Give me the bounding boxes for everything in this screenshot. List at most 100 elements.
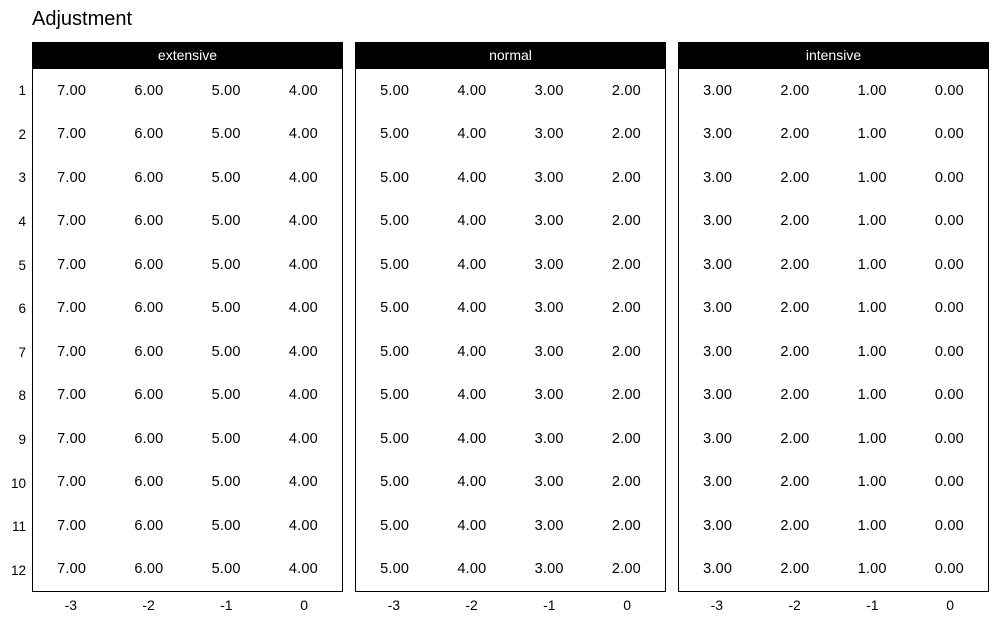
value-cell: 1.00 — [857, 387, 887, 404]
value-cell: 2.00 — [780, 387, 810, 404]
value-cell: 6.00 — [134, 343, 164, 360]
value-cell: 5.00 — [211, 300, 241, 317]
value-cell: 1.00 — [857, 561, 887, 578]
value-cell: 7.00 — [57, 82, 87, 99]
value-cell: 4.00 — [457, 82, 487, 99]
value-cell: 1.00 — [857, 430, 887, 447]
value-cell: 2.00 — [780, 213, 810, 230]
value-cell: 1.00 — [857, 517, 887, 534]
value-cell: 4.00 — [457, 517, 487, 534]
value-cell: 5.00 — [211, 213, 241, 230]
value-cell: 3.00 — [703, 387, 733, 404]
value-cell: 2.00 — [611, 343, 641, 360]
value-cell: 4.00 — [288, 126, 318, 143]
y-tick-label: 3 — [18, 170, 26, 186]
y-tick-label: 1 — [18, 83, 26, 99]
value-cell: 3.00 — [534, 343, 564, 360]
value-cell: 3.00 — [534, 256, 564, 273]
x-tick-label: 0 — [623, 597, 632, 613]
value-cell: 5.00 — [211, 343, 241, 360]
value-cell: 6.00 — [134, 169, 164, 186]
value-cell: 3.00 — [703, 169, 733, 186]
x-tick-label: -2 — [465, 597, 478, 613]
value-cell: 1.00 — [857, 343, 887, 360]
value-cell: 3.00 — [703, 474, 733, 491]
value-cell: 6.00 — [134, 126, 164, 143]
panel-extensive: extensive 7.00 6.00 5.00 4.00 7.00 6.00 5.00 4.0… — [32, 42, 343, 617]
chart-title: Adjustment — [32, 8, 133, 30]
value-cell: 6.00 — [134, 300, 164, 317]
value-cell: 2.00 — [611, 213, 641, 230]
panel-title: normal — [355, 42, 666, 68]
value-cell: 4.00 — [457, 387, 487, 404]
value-cell: 3.00 — [534, 169, 564, 186]
value-cell: 4.00 — [288, 387, 318, 404]
y-tick-label: 2 — [18, 126, 26, 142]
value-cell: 7.00 — [57, 430, 87, 447]
value-cell: 2.00 — [611, 82, 641, 99]
value-cell: 4.00 — [457, 169, 487, 186]
value-cell: 3.00 — [703, 82, 733, 99]
value-cell: 0.00 — [934, 517, 964, 534]
value-cell: 1.00 — [857, 126, 887, 143]
value-cell: 5.00 — [380, 169, 410, 186]
value-cell: 2.00 — [780, 126, 810, 143]
value-cell: 7.00 — [57, 474, 87, 491]
value-cell: 1.00 — [857, 82, 887, 99]
value-cell: 5.00 — [380, 82, 410, 99]
value-cell: 3.00 — [703, 517, 733, 534]
y-tick-label: 10 — [10, 475, 26, 491]
value-cell: 6.00 — [134, 213, 164, 230]
value-cell: 7.00 — [57, 169, 87, 186]
value-cell: 1.00 — [857, 300, 887, 317]
value-cell: 5.00 — [211, 387, 241, 404]
x-tick-label: 0 — [300, 597, 309, 613]
value-cell: 0.00 — [934, 474, 964, 491]
y-tick-label: 6 — [18, 301, 26, 317]
value-cell: 5.00 — [211, 256, 241, 273]
value-cell: 2.00 — [611, 561, 641, 578]
panel-title: intensive — [678, 42, 989, 68]
value-cell: 2.00 — [780, 300, 810, 317]
value-cell: 6.00 — [134, 256, 164, 273]
panel-normal: normal 5.00 4.00 3.00 2.00 5.00 4.00 3.00 2.00 5.… — [355, 42, 666, 617]
value-cell: 4.00 — [457, 126, 487, 143]
x-tick-label: -3 — [387, 597, 401, 613]
value-cell: 1.00 — [857, 169, 887, 186]
x-tick-label: -1 — [543, 597, 556, 613]
value-cell: 7.00 — [57, 213, 87, 230]
value-cell: 7.00 — [57, 387, 87, 404]
y-tick-label: 12 — [10, 562, 26, 578]
value-cell: 2.00 — [780, 169, 810, 186]
x-tick-label: -3 — [710, 597, 724, 613]
value-cell: 7.00 — [57, 343, 87, 360]
value-cell: 0.00 — [934, 387, 964, 404]
value-cell: 3.00 — [534, 430, 564, 447]
value-grid: 3.00 2.00 1.00 0.00 3.00 2.00 1.00 0.00 3.00 2.00… — [678, 68, 989, 592]
value-cell: 3.00 — [534, 387, 564, 404]
x-axis: -3 -2 -1 0 — [32, 592, 343, 617]
y-tick-label: 11 — [11, 519, 26, 535]
value-cell: 5.00 — [211, 169, 241, 186]
value-cell: 5.00 — [380, 387, 410, 404]
panel-title: extensive — [32, 42, 343, 68]
value-cell: 3.00 — [534, 126, 564, 143]
value-cell: 2.00 — [611, 474, 641, 491]
value-cell: 6.00 — [134, 82, 164, 99]
y-tick-label: 9 — [18, 431, 26, 447]
y-tick-label: 7 — [18, 344, 26, 360]
value-cell: 0.00 — [934, 561, 964, 578]
x-tick-label: -2 — [142, 597, 155, 613]
value-cell: 2.00 — [611, 300, 641, 317]
value-cell: 3.00 — [534, 300, 564, 317]
value-cell: 5.00 — [380, 474, 410, 491]
value-cell: 2.00 — [780, 343, 810, 360]
value-cell: 4.00 — [457, 474, 487, 491]
value-cell: 4.00 — [457, 300, 487, 317]
value-cell: 5.00 — [380, 561, 410, 578]
value-cell: 7.00 — [57, 256, 87, 273]
value-grid: 7.00 6.00 5.00 4.00 7.00 6.00 5.00 4.00 7.00 6.00… — [32, 68, 343, 592]
value-cell: 4.00 — [288, 82, 318, 99]
value-cell: 0.00 — [934, 126, 964, 143]
value-cell: 3.00 — [703, 343, 733, 360]
